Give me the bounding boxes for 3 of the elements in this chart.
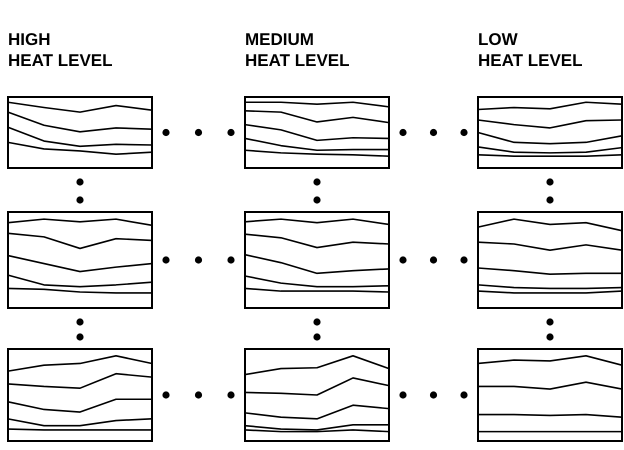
chart-title: HIGH HEAT LEVEL [8,30,113,70]
chart-title: LOW HEAT LEVEL [478,30,583,70]
chart-title: MEDIUM HEAT LEVEL [245,30,350,70]
